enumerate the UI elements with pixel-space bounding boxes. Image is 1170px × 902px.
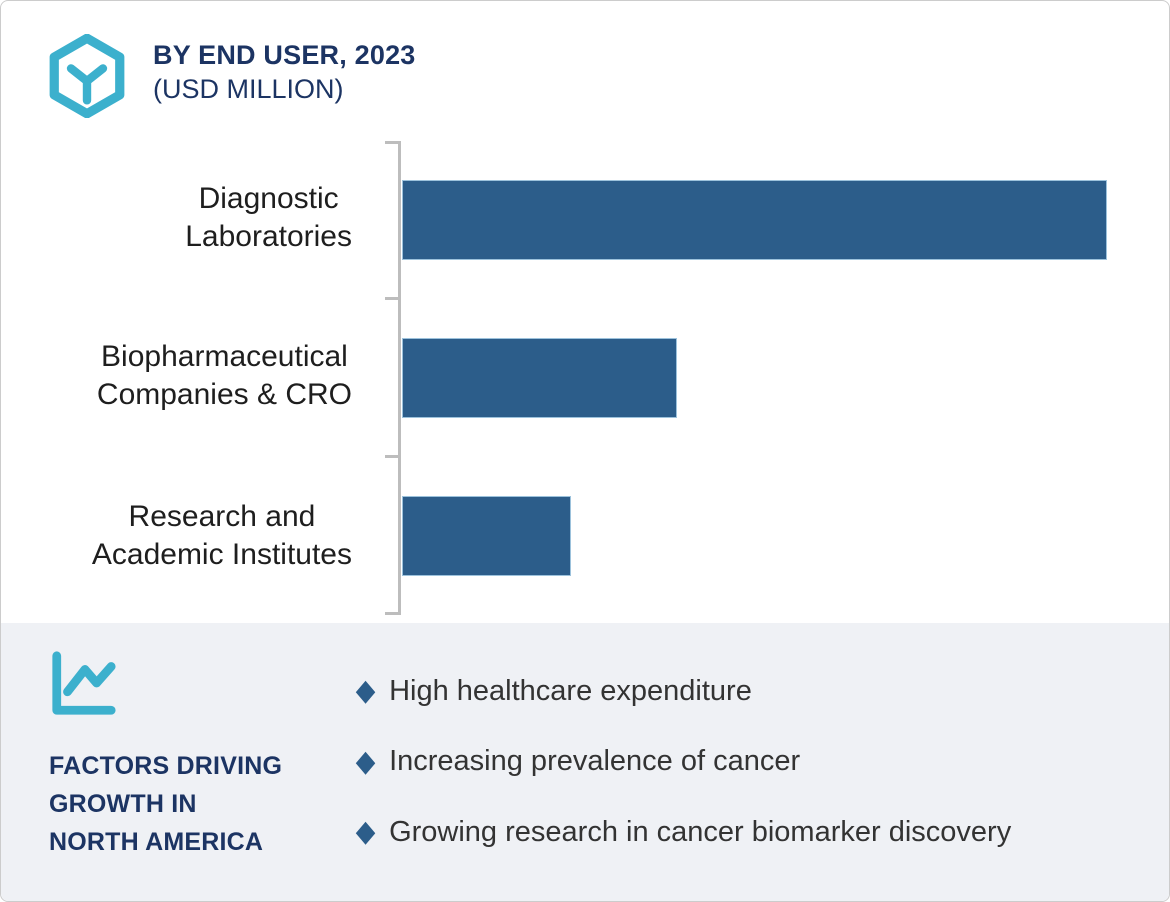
factor-text: High healthcare expenditure bbox=[389, 674, 752, 707]
list-item: ◆ High healthcare expenditure bbox=[354, 656, 1011, 727]
axis-tick bbox=[385, 455, 399, 458]
category-label-line: Research and bbox=[128, 500, 316, 533]
bar-track bbox=[402, 180, 1107, 260]
diamond-bullet-icon: ◆ bbox=[355, 744, 376, 778]
chart-title: BY END USER, 2023 bbox=[153, 40, 416, 70]
factor-text: Increasing prevalence of cancer bbox=[389, 745, 801, 778]
category-label-biopharmaceutical-companies: Biopharmaceutical Companies & CRO bbox=[97, 338, 352, 414]
category-label-research-academic-institutes: Research and Academic Institutes bbox=[92, 498, 352, 574]
factors-heading-line: GROWTH IN bbox=[49, 790, 197, 818]
bar-biopharmaceutical-companies bbox=[402, 338, 677, 418]
bar-diagnostic-laboratories bbox=[402, 180, 1107, 260]
factors-heading-line: FACTORS DRIVING bbox=[49, 752, 283, 780]
category-label-line: Diagnostic bbox=[198, 182, 339, 215]
category-axis-line bbox=[398, 141, 401, 615]
line-chart-icon bbox=[52, 651, 116, 715]
category-label-line: Biopharmaceutical bbox=[101, 340, 348, 373]
bar-track bbox=[402, 338, 1107, 418]
diamond-bullet-icon: ◆ bbox=[355, 815, 376, 849]
bar-research-academic-institutes bbox=[402, 496, 572, 576]
category-label-diagnostic-laboratories: Diagnostic Laboratories bbox=[185, 180, 352, 256]
bar-track bbox=[402, 496, 1107, 576]
axis-tick bbox=[385, 297, 399, 300]
axis-tick bbox=[385, 612, 399, 615]
category-label-line: Companies & CRO bbox=[96, 378, 352, 411]
diamond-bullet-icon: ◆ bbox=[355, 674, 376, 708]
category-label-line: Academic Institutes bbox=[91, 538, 352, 571]
factors-heading: FACTORS DRIVING GROWTH IN NORTH AMERICA bbox=[49, 747, 282, 861]
factors-list: ◆ High healthcare expenditure ◆ Increasi… bbox=[354, 656, 1011, 868]
chart-subtitle: (USD MILLION) bbox=[153, 74, 344, 104]
category-label-line: Laboratories bbox=[185, 220, 352, 253]
factors-panel: FACTORS DRIVING GROWTH IN NORTH AMERICA … bbox=[1, 623, 1169, 901]
chart-header: BY END USER, 2023 (USD MILLION) bbox=[153, 38, 416, 106]
list-item: ◆ Growing research in cancer biomarker d… bbox=[354, 797, 1011, 868]
hexagon-y-logo-icon bbox=[49, 34, 125, 118]
factor-text: Growing research in cancer biomarker dis… bbox=[389, 815, 1012, 848]
factors-heading-line: NORTH AMERICA bbox=[49, 828, 264, 856]
axis-tick bbox=[385, 141, 399, 144]
list-item: ◆ Increasing prevalence of cancer bbox=[354, 727, 1011, 798]
